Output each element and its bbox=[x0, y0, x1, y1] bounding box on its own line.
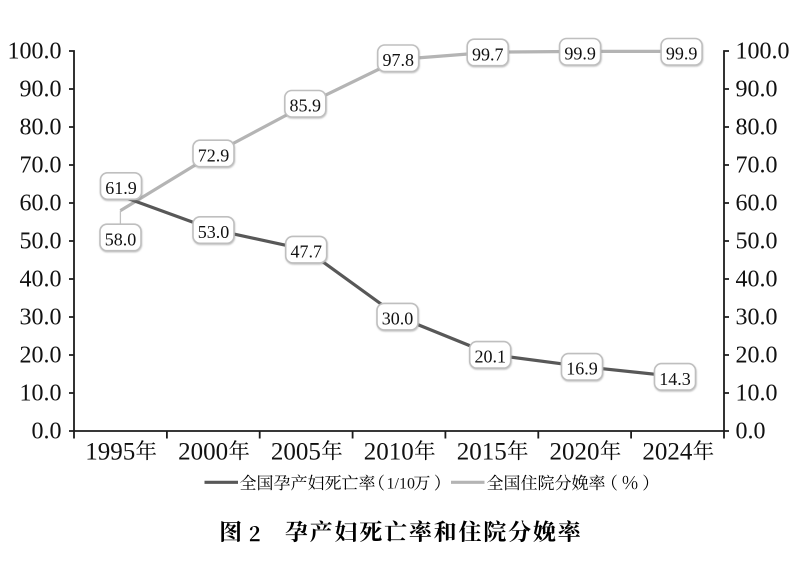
svg-text:16.9: 16.9 bbox=[566, 359, 598, 379]
svg-text:90.0: 90.0 bbox=[20, 77, 62, 103]
svg-text:70.0: 70.0 bbox=[736, 153, 778, 179]
svg-text:50.0: 50.0 bbox=[736, 229, 778, 255]
svg-text:10.0: 10.0 bbox=[736, 381, 778, 407]
svg-text:53.0: 53.0 bbox=[198, 222, 230, 242]
svg-text:30.0: 30.0 bbox=[382, 309, 414, 329]
svg-text:2020: 2020 bbox=[550, 439, 600, 466]
svg-text:85.9: 85.9 bbox=[290, 96, 322, 116]
svg-text:90.0: 90.0 bbox=[736, 77, 778, 103]
svg-text:20.0: 20.0 bbox=[20, 343, 62, 369]
svg-text:100.0: 100.0 bbox=[8, 39, 62, 65]
svg-text:58.0: 58.0 bbox=[105, 229, 137, 249]
svg-text:2024: 2024 bbox=[642, 439, 693, 466]
svg-text:99.7: 99.7 bbox=[472, 44, 504, 64]
svg-text:61.9: 61.9 bbox=[105, 178, 137, 198]
svg-text:1/10: 1/10 bbox=[387, 475, 415, 492]
svg-text:70.0: 70.0 bbox=[20, 153, 62, 179]
svg-text:80.0: 80.0 bbox=[736, 115, 778, 141]
svg-text:2005: 2005 bbox=[271, 439, 321, 466]
svg-text:47.7: 47.7 bbox=[290, 242, 322, 262]
svg-text:99.9: 99.9 bbox=[564, 44, 596, 64]
svg-text:10.0: 10.0 bbox=[20, 381, 62, 407]
svg-text:20.0: 20.0 bbox=[736, 343, 778, 369]
svg-text:99.9: 99.9 bbox=[666, 44, 698, 64]
svg-text:2000: 2000 bbox=[178, 439, 228, 466]
svg-text:40.0: 40.0 bbox=[736, 267, 778, 293]
svg-text:60.0: 60.0 bbox=[736, 191, 778, 217]
svg-text:97.8: 97.8 bbox=[382, 50, 414, 70]
svg-text:50.0: 50.0 bbox=[20, 229, 62, 255]
svg-text:30.0: 30.0 bbox=[20, 305, 62, 331]
svg-text:60.0: 60.0 bbox=[20, 191, 62, 217]
svg-text:20.1: 20.1 bbox=[474, 347, 506, 367]
svg-text:0.0: 0.0 bbox=[736, 419, 766, 445]
svg-text:72.9: 72.9 bbox=[198, 145, 230, 165]
svg-text:0.0: 0.0 bbox=[32, 419, 62, 445]
svg-text:2015: 2015 bbox=[457, 439, 507, 466]
svg-text:80.0: 80.0 bbox=[20, 115, 62, 141]
svg-text:1995: 1995 bbox=[85, 439, 135, 466]
svg-text:40.0: 40.0 bbox=[20, 267, 62, 293]
svg-text:30.0: 30.0 bbox=[736, 305, 778, 331]
svg-text:14.3: 14.3 bbox=[659, 369, 691, 389]
svg-text:2010: 2010 bbox=[364, 439, 414, 466]
svg-text:100.0: 100.0 bbox=[736, 39, 790, 65]
